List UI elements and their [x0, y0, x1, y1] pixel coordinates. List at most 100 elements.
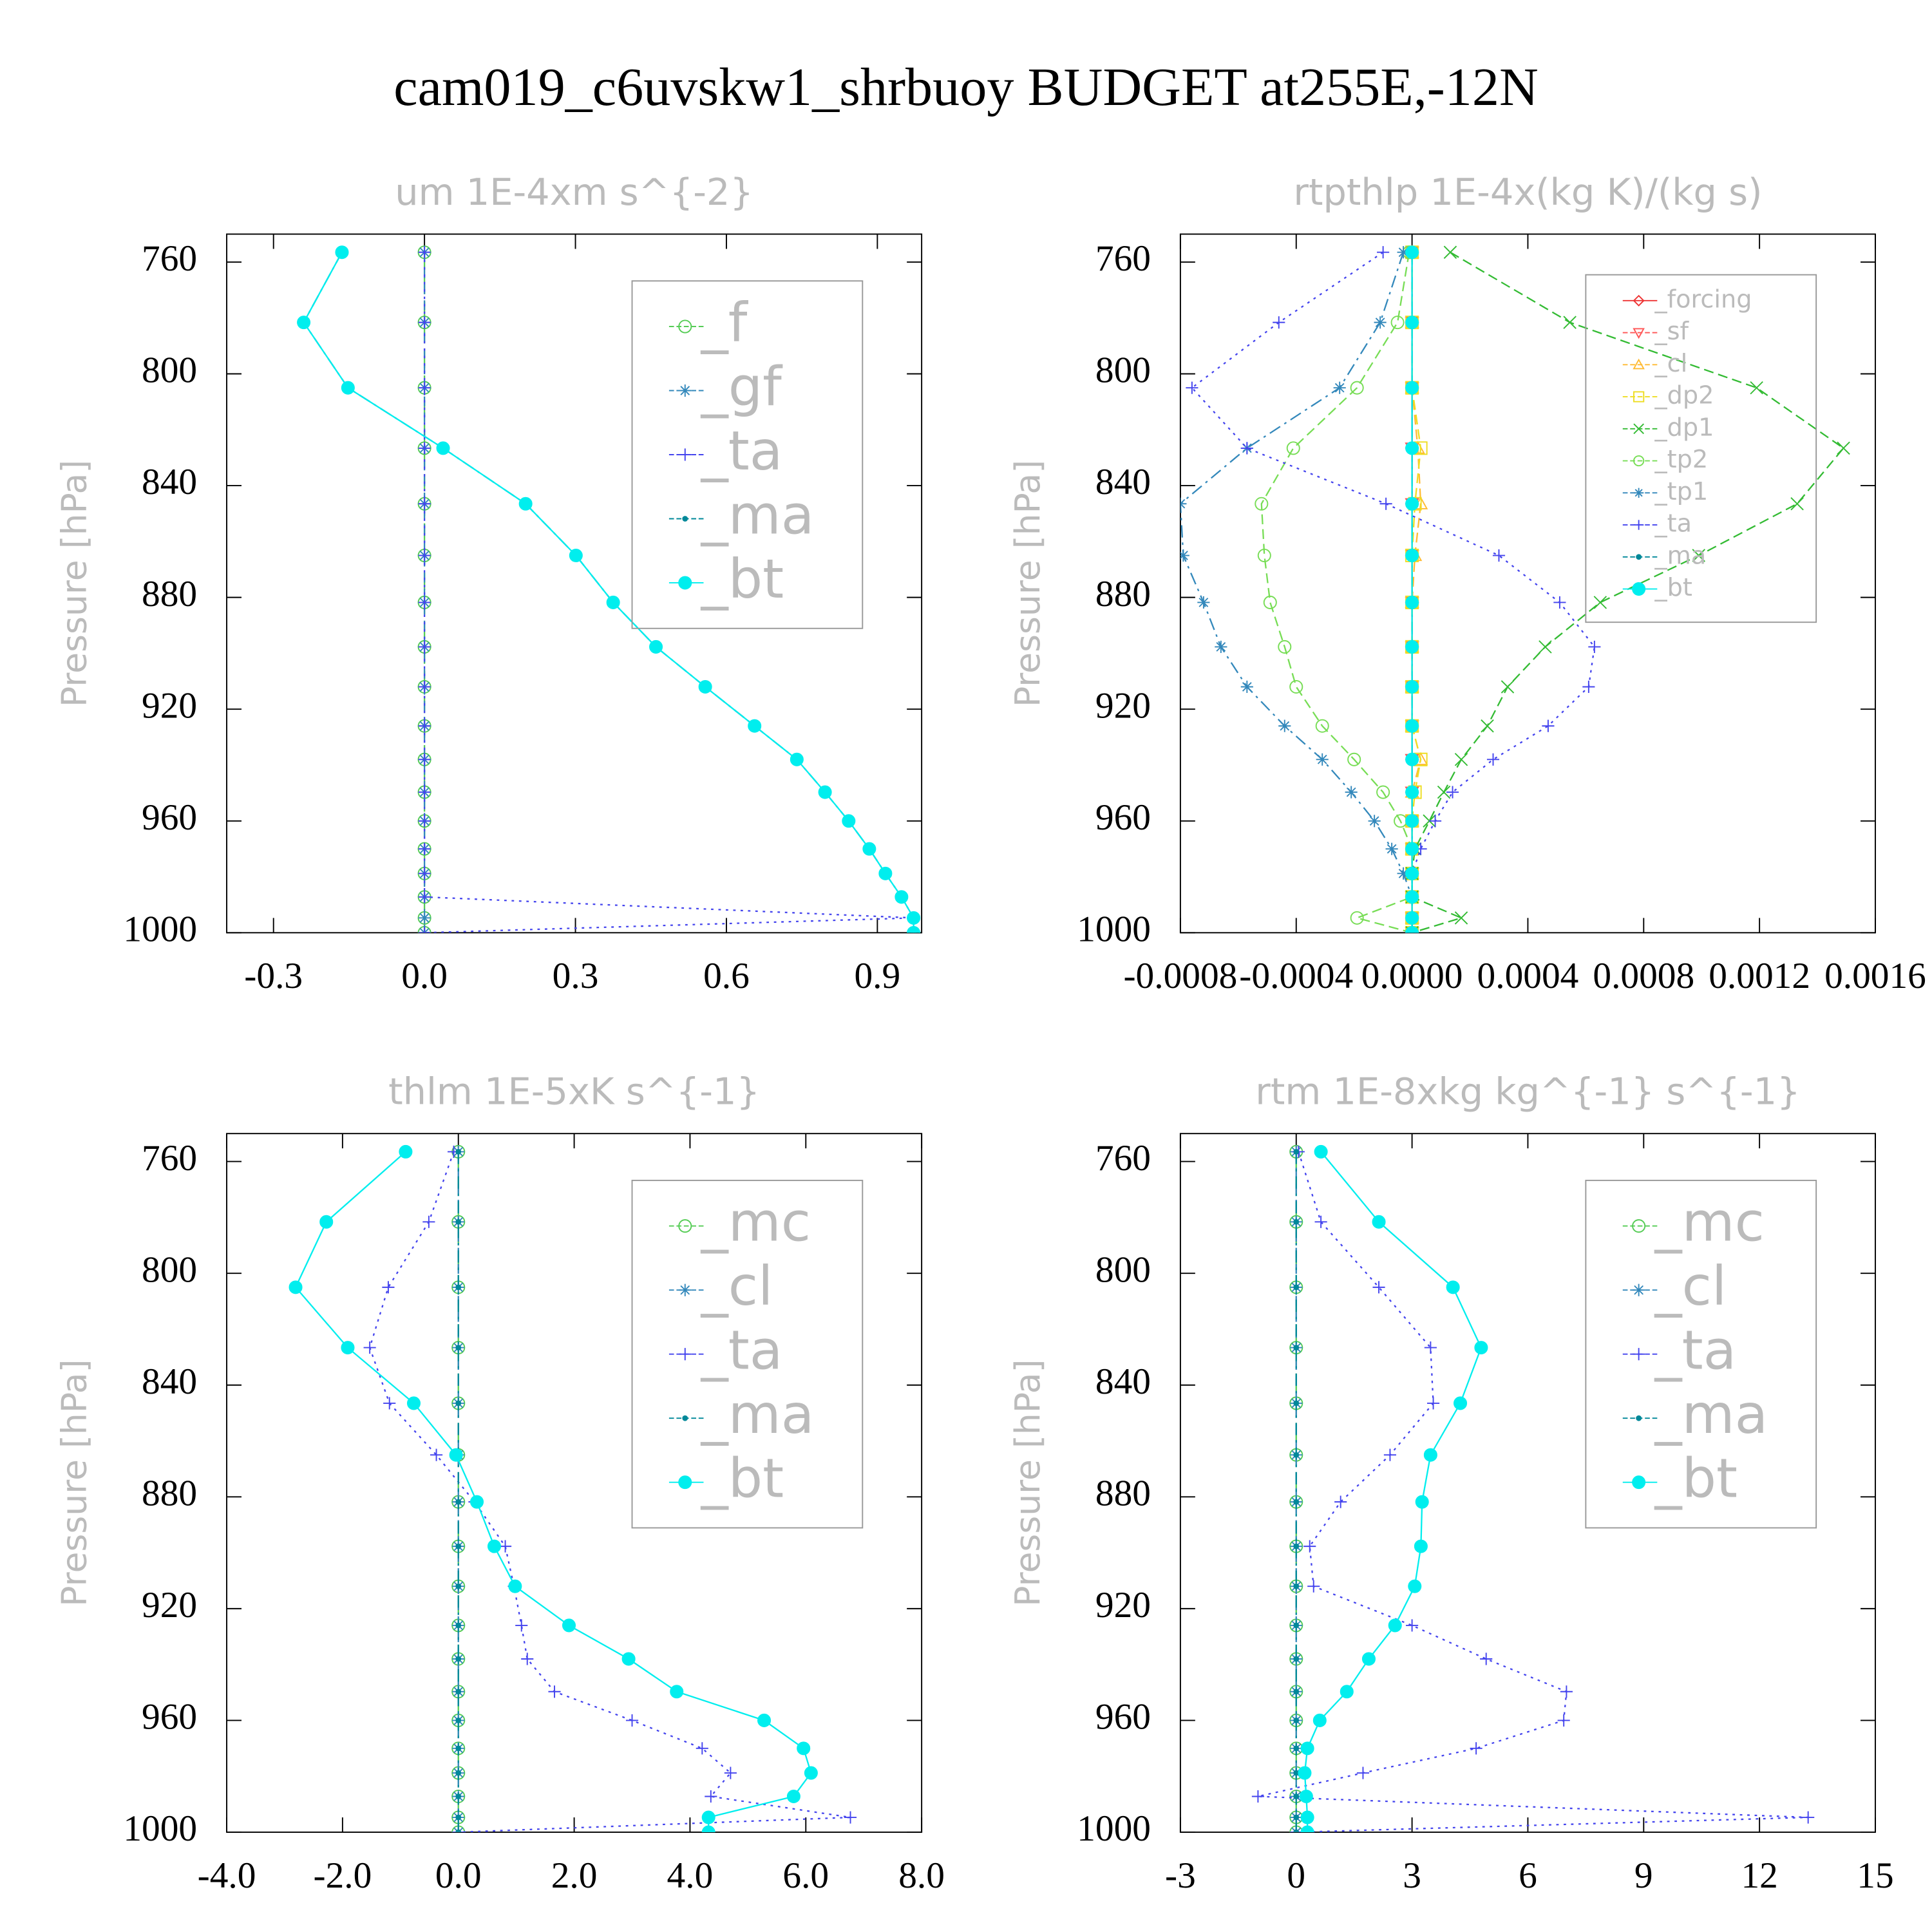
data-point — [1293, 1149, 1300, 1155]
x-tick-label: 0.3 — [553, 956, 599, 996]
legend-marker — [1636, 1415, 1642, 1421]
data-point — [1802, 1811, 1815, 1824]
data-point — [1293, 1219, 1300, 1225]
x-tick-label: -3 — [1165, 1855, 1196, 1896]
data-point — [1263, 595, 1277, 609]
series-line — [1191, 251, 1596, 933]
data-point — [1293, 1829, 1300, 1833]
legend-marker — [1633, 488, 1644, 498]
data-point — [1215, 640, 1227, 653]
data-point — [430, 1448, 443, 1461]
data-point — [1300, 1810, 1314, 1824]
series-layer — [1251, 1144, 1815, 1833]
data-point — [862, 842, 876, 856]
plot-frame — [226, 233, 923, 934]
data-point — [757, 1713, 772, 1727]
data-point — [895, 890, 909, 904]
y-tick-label: 800 — [142, 350, 197, 391]
data-point — [1293, 1656, 1300, 1662]
data-point — [1563, 316, 1577, 329]
data-point — [1481, 719, 1494, 733]
data-point — [455, 1583, 462, 1589]
data-point — [1315, 719, 1329, 733]
legend-label: _bt — [1654, 1447, 1738, 1510]
legend-marker — [1633, 455, 1645, 467]
data-point — [1340, 1685, 1354, 1699]
x-tick-label: -4.0 — [198, 1855, 256, 1896]
y-tick-label: 960 — [142, 797, 197, 838]
data-point — [1180, 549, 1189, 562]
y-tick-label: 920 — [142, 685, 197, 726]
x-tick-label: 15 — [1857, 1855, 1893, 1896]
data-point — [621, 1652, 636, 1666]
data-point — [1333, 381, 1346, 394]
data-point — [878, 866, 893, 880]
data-point — [297, 316, 311, 330]
data-point — [1790, 497, 1804, 511]
data-point — [790, 752, 804, 766]
data-point — [1405, 497, 1419, 511]
y-tick-label: 1000 — [1077, 909, 1151, 950]
data-point — [1197, 596, 1210, 609]
data-point — [1257, 549, 1271, 563]
data-point — [649, 639, 663, 654]
data-point — [1405, 866, 1419, 880]
legend-label: _bt — [701, 547, 784, 611]
data-point — [1385, 842, 1398, 855]
y-tick-label: 1000 — [123, 909, 197, 950]
data-point — [449, 1448, 463, 1462]
data-point — [804, 1766, 818, 1780]
y-tick-label: 840 — [1095, 462, 1151, 502]
series-layer — [1180, 245, 1850, 933]
data-point — [1377, 246, 1390, 259]
data-point — [1350, 381, 1364, 395]
data-point — [1307, 1580, 1320, 1593]
legend-marker — [1633, 1348, 1645, 1361]
data-point — [1374, 316, 1387, 329]
data-point — [748, 719, 762, 733]
data-point — [521, 1653, 534, 1665]
data-point — [1356, 1766, 1370, 1779]
legend-marker — [1633, 423, 1644, 435]
data-point — [1240, 680, 1253, 694]
data-point — [499, 1540, 512, 1553]
data-point — [418, 246, 431, 259]
legend-marker — [678, 319, 692, 334]
data-point — [698, 679, 712, 694]
legend-label: _bt — [1654, 573, 1692, 602]
data-point — [1293, 1622, 1300, 1629]
data-point — [907, 911, 921, 925]
data-point — [1299, 1789, 1313, 1803]
data-point — [1293, 1794, 1300, 1799]
legend-box — [631, 280, 864, 629]
y-tick-label: 880 — [1095, 1473, 1151, 1513]
x-tick-label: 2.0 — [551, 1855, 598, 1896]
data-point — [1454, 753, 1468, 766]
x-tick-label: 6 — [1519, 1855, 1537, 1896]
data-point — [418, 316, 431, 329]
data-point — [1286, 441, 1300, 455]
data-point — [724, 1766, 737, 1779]
data-point — [1474, 1341, 1488, 1355]
data-point — [418, 815, 431, 828]
legend-marker — [679, 448, 692, 461]
data-point — [818, 785, 832, 799]
data-point — [606, 595, 620, 609]
data-point — [1361, 1652, 1376, 1666]
data-point — [1539, 640, 1552, 654]
legend-label: _ma — [701, 483, 815, 546]
panel-title: rtm 1E-8xkg kg^{-1} s^{-1} — [1255, 1070, 1800, 1113]
data-point — [418, 719, 431, 732]
data-point — [382, 1281, 395, 1294]
data-point — [418, 549, 431, 562]
y-tick-label: 880 — [1095, 574, 1151, 614]
y-tick-label: 920 — [1095, 685, 1151, 726]
data-point — [1293, 1718, 1300, 1723]
data-point — [1293, 1284, 1300, 1291]
y-tick-label: 1000 — [123, 1808, 197, 1849]
data-point — [701, 1825, 715, 1833]
data-point — [1388, 1618, 1402, 1633]
y-tick-label: 800 — [142, 1249, 197, 1290]
legend-label: _ma — [1654, 541, 1707, 570]
